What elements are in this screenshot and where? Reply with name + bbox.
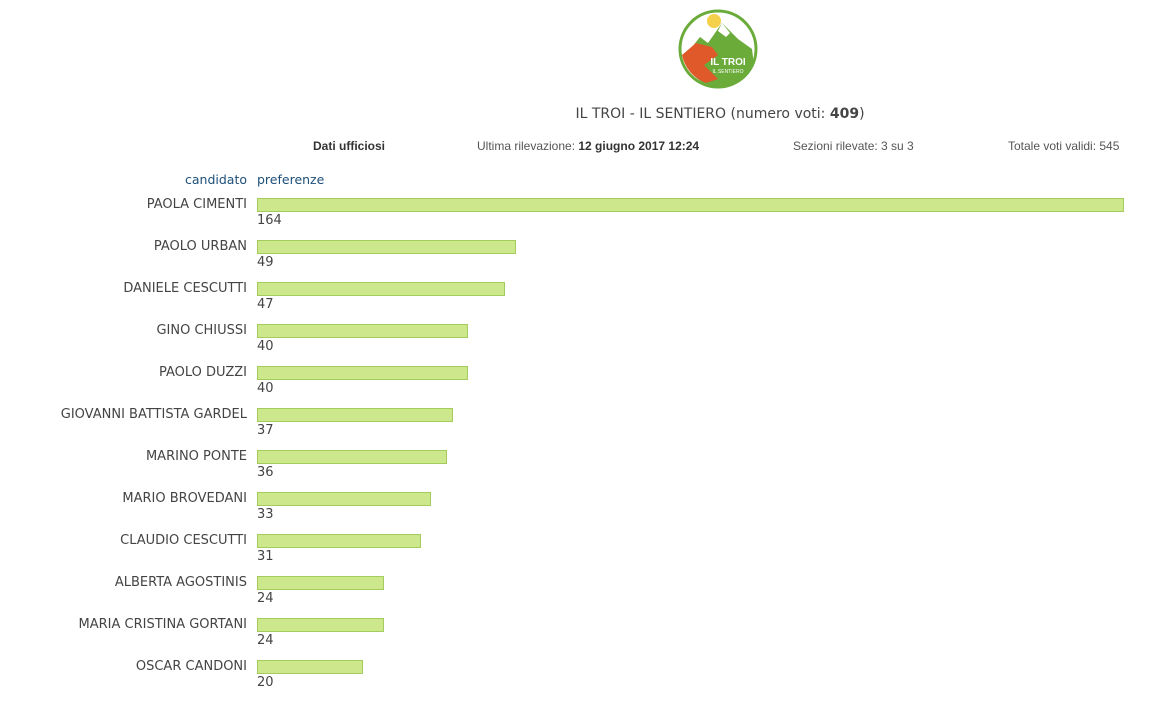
party-title: IL TROI - IL SENTIERO (numero voti: 409) bbox=[575, 106, 865, 122]
party-logo: IL TROI IL SENTIERO bbox=[678, 9, 758, 89]
candidate-row: GIOVANNI BATTISTA GARDEL 37 bbox=[0, 407, 1154, 449]
candidate-name: GINO CHIUSSI bbox=[156, 323, 247, 338]
preference-bar bbox=[257, 408, 453, 422]
candidate-name: MARIO BROVEDANI bbox=[122, 491, 247, 506]
preference-value: 20 bbox=[257, 675, 274, 690]
candidate-row: MARIO BROVEDANI 33 bbox=[0, 491, 1154, 533]
candidate-name: OSCAR CANDONI bbox=[135, 659, 247, 674]
total-valid-votes: Totale voti validi: 545 bbox=[1008, 139, 1120, 153]
last-update: Ultima rilevazione: 12 giugno 2017 12:24 bbox=[477, 139, 700, 153]
preference-bar bbox=[257, 198, 1124, 212]
preference-value: 47 bbox=[257, 297, 274, 312]
preference-value: 24 bbox=[257, 633, 274, 648]
candidate-row: ALBERTA AGOSTINIS 24 bbox=[0, 575, 1154, 617]
candidate-name: DANIELE CESCUTTI bbox=[123, 281, 247, 296]
candidate-row: DANIELE CESCUTTI 47 bbox=[0, 281, 1154, 323]
candidate-row: PAOLO DUZZI 40 bbox=[0, 365, 1154, 407]
preference-bar bbox=[257, 366, 468, 380]
sections-count: Sezioni rilevate: 3 su 3 bbox=[793, 139, 914, 153]
preference-value: 40 bbox=[257, 381, 274, 396]
preference-bar bbox=[257, 282, 505, 296]
header-preferences: preferenze bbox=[257, 172, 325, 187]
preference-bar bbox=[257, 576, 384, 590]
svg-text:IL SENTIERO: IL SENTIERO bbox=[713, 69, 744, 75]
preference-bar bbox=[257, 240, 516, 254]
preference-value: 31 bbox=[257, 549, 274, 564]
candidate-row: OSCAR CANDONI 20 bbox=[0, 659, 1154, 701]
preference-value: 37 bbox=[257, 423, 274, 438]
candidate-row: PAOLO URBAN 49 bbox=[0, 239, 1154, 281]
preference-bar bbox=[257, 450, 447, 464]
candidate-name: PAOLO URBAN bbox=[153, 239, 247, 254]
candidate-name: GIOVANNI BATTISTA GARDEL bbox=[60, 407, 247, 422]
preference-bar bbox=[257, 534, 421, 548]
preference-value: 36 bbox=[257, 465, 274, 480]
candidate-name: ALBERTA AGOSTINIS bbox=[114, 575, 247, 590]
candidate-name: PAOLO DUZZI bbox=[159, 365, 247, 380]
candidate-row: PAOLA CIMENTI 164 bbox=[0, 197, 1154, 239]
candidate-name: CLAUDIO CESCUTTI bbox=[120, 533, 247, 548]
candidate-name: PAOLA CIMENTI bbox=[146, 197, 247, 212]
preference-value: 40 bbox=[257, 339, 274, 354]
candidate-row: MARIA CRISTINA GORTANI 24 bbox=[0, 617, 1154, 659]
preference-value: 164 bbox=[257, 213, 282, 228]
candidate-row: MARINO PONTE 36 bbox=[0, 449, 1154, 491]
preference-bar bbox=[257, 492, 431, 506]
data-status: Dati ufficiosi bbox=[313, 139, 386, 153]
preference-value: 24 bbox=[257, 591, 274, 606]
candidate-name: MARINO PONTE bbox=[145, 449, 247, 464]
preference-bar bbox=[257, 660, 363, 674]
preference-value: 33 bbox=[257, 507, 274, 522]
preference-bar bbox=[257, 324, 468, 338]
preference-bar bbox=[257, 618, 384, 632]
candidate-row: CLAUDIO CESCUTTI 31 bbox=[0, 533, 1154, 575]
header-candidate: candidato bbox=[184, 172, 247, 187]
candidate-name: MARIA CRISTINA GORTANI bbox=[78, 617, 248, 632]
svg-text:IL TROI: IL TROI bbox=[710, 57, 746, 68]
candidate-row: GINO CHIUSSI 40 bbox=[0, 323, 1154, 365]
preference-value: 49 bbox=[257, 255, 274, 270]
